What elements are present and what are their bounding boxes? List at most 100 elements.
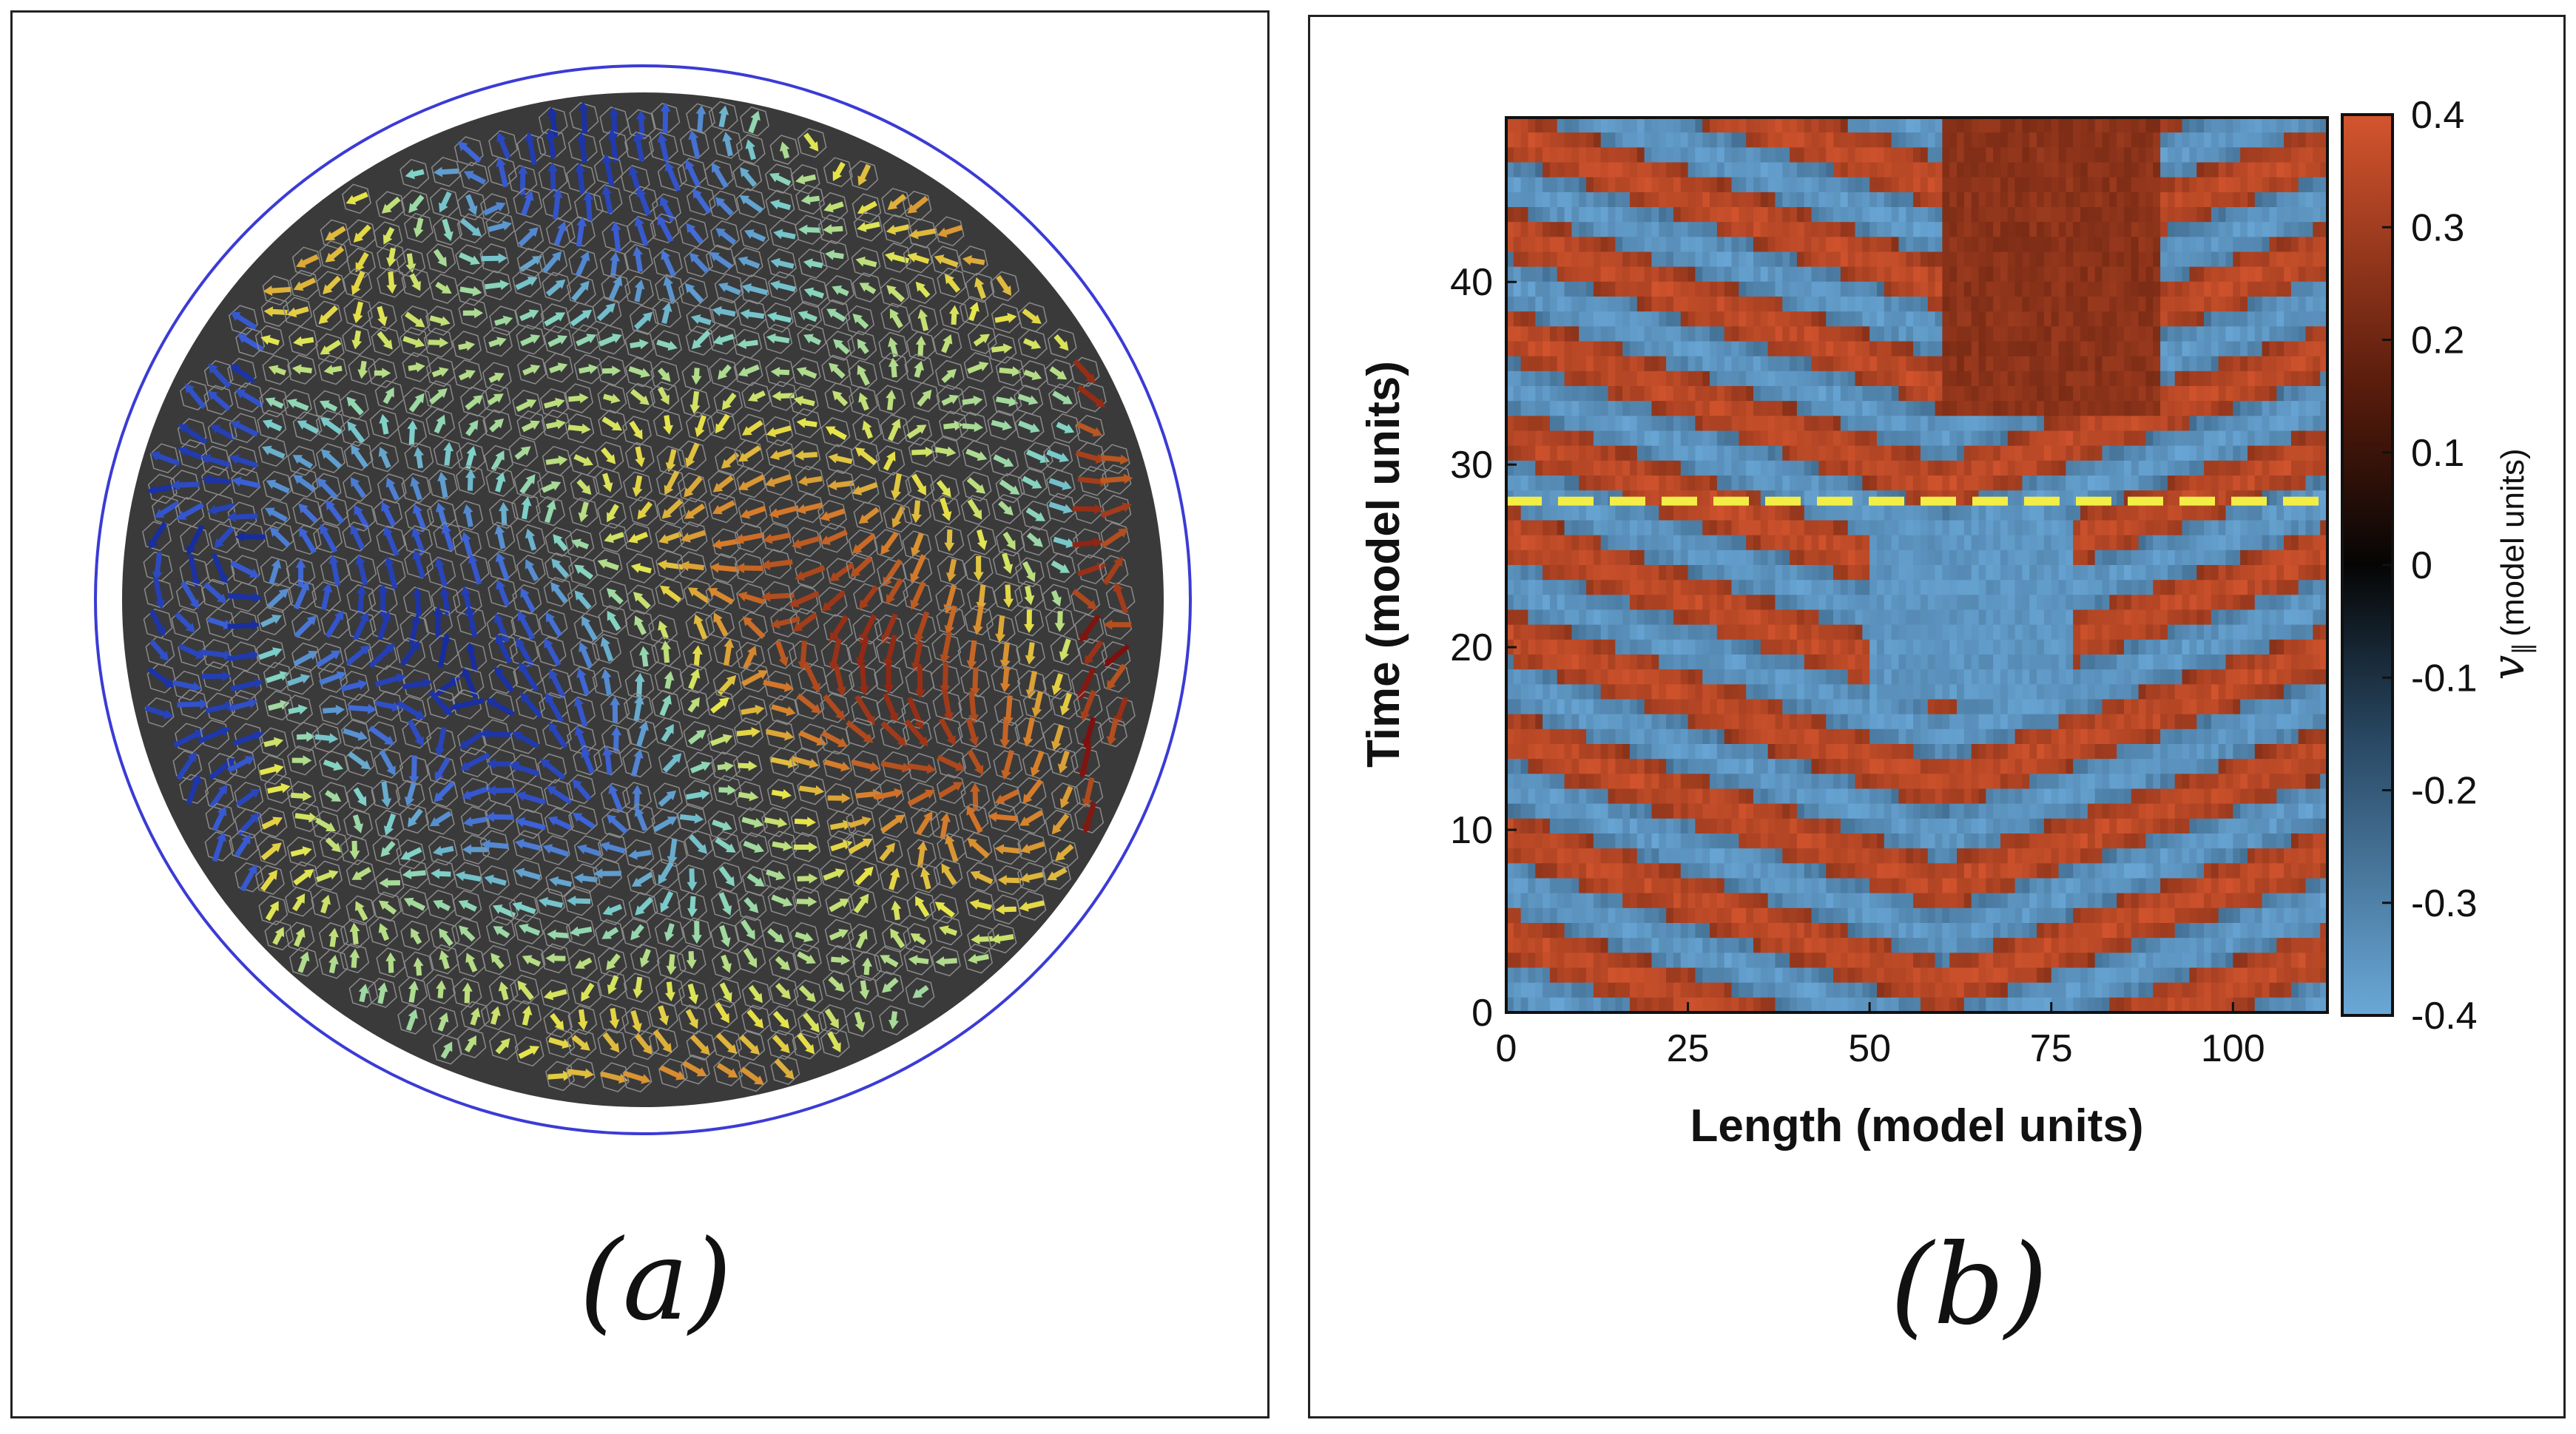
heatmap-cell bbox=[2029, 341, 2037, 357]
heatmap-cell bbox=[1615, 147, 1623, 163]
heatmap-cell bbox=[1608, 297, 1616, 312]
heatmap-cell bbox=[2073, 371, 2081, 387]
voronoi-cell bbox=[451, 917, 482, 948]
heatmap-cell bbox=[2160, 162, 2168, 178]
heatmap-cell bbox=[2022, 311, 2031, 328]
heatmap-cell bbox=[2284, 147, 2292, 163]
voronoi-cell bbox=[934, 216, 965, 247]
heatmap-cell bbox=[1826, 132, 1834, 149]
heatmap-cell bbox=[2290, 237, 2299, 253]
velocity-arrow bbox=[920, 867, 931, 890]
velocity-arrow bbox=[829, 929, 849, 941]
velocity-arrow bbox=[542, 481, 562, 493]
heatmap-cell bbox=[2262, 281, 2270, 297]
heatmap-cell bbox=[2043, 207, 2052, 223]
velocity-arrow bbox=[886, 578, 904, 604]
voronoi-cell bbox=[931, 946, 961, 977]
heatmap-cell bbox=[2204, 118, 2212, 133]
heatmap-cell bbox=[2174, 341, 2183, 357]
velocity-arrow bbox=[461, 532, 473, 557]
heatmap-cell bbox=[2182, 311, 2191, 328]
velocity-arrow bbox=[798, 311, 817, 322]
heatmap-cell bbox=[1571, 311, 1580, 328]
heatmap-cell bbox=[1731, 311, 1740, 328]
velocity-arrow bbox=[766, 869, 786, 881]
voronoi-cell bbox=[825, 275, 855, 305]
voronoi-cell bbox=[1051, 782, 1081, 813]
voronoi-cell bbox=[906, 890, 937, 921]
heatmap-cell bbox=[1564, 401, 1573, 417]
heatmap-cell bbox=[2058, 401, 2067, 417]
heatmap-cell bbox=[1927, 460, 1936, 476]
heatmap-cell bbox=[1746, 237, 1754, 253]
voronoi-cell bbox=[769, 949, 799, 980]
velocity-arrow bbox=[1019, 810, 1044, 826]
velocity-arrow bbox=[405, 1009, 418, 1031]
velocity-arrow bbox=[516, 791, 546, 805]
heatmap-cell bbox=[1767, 356, 1776, 372]
heatmap-cell bbox=[2058, 162, 2067, 178]
heatmap-cell bbox=[1862, 490, 1870, 507]
heatmap-cell bbox=[2102, 251, 2111, 268]
velocity-arrow bbox=[1025, 507, 1046, 521]
voronoi-cell bbox=[792, 943, 822, 974]
heatmap-cell bbox=[1666, 147, 1674, 163]
heatmap-cell bbox=[2305, 430, 2314, 447]
voronoi-cell bbox=[770, 607, 800, 637]
voronoi-cell bbox=[738, 612, 768, 642]
heatmap-cell bbox=[1993, 476, 2001, 491]
velocity-arrow bbox=[581, 748, 595, 774]
heatmap-cell bbox=[1716, 297, 1725, 312]
heatmap-cell bbox=[1957, 416, 1965, 432]
voronoi-cell bbox=[989, 446, 1019, 477]
voronoi-cell bbox=[685, 611, 715, 642]
heatmap-cell bbox=[1826, 326, 1834, 342]
heatmap-cell bbox=[2073, 341, 2081, 357]
heatmap-cell bbox=[1702, 118, 1710, 133]
heatmap-cell bbox=[2160, 430, 2168, 447]
heatmap-cell bbox=[2247, 326, 2256, 342]
heatmap-cell bbox=[1927, 356, 1936, 372]
heatmap-cell bbox=[1891, 386, 1900, 402]
heatmap-cell bbox=[1804, 297, 1813, 312]
heatmap-cell bbox=[1913, 341, 1921, 357]
heatmap-cell bbox=[1986, 237, 1994, 253]
heatmap-cell bbox=[1826, 118, 1834, 133]
heatmap-cell bbox=[2007, 401, 2016, 417]
heatmap-cell bbox=[2051, 297, 2060, 312]
heatmap-cell bbox=[1520, 237, 1529, 253]
heatmap-cell bbox=[2290, 445, 2299, 461]
voronoi-cell bbox=[508, 893, 539, 923]
velocity-arrow bbox=[266, 588, 289, 609]
heatmap-cell bbox=[2058, 192, 2067, 208]
heatmap-cell bbox=[2109, 341, 2117, 357]
heatmap-cell bbox=[2037, 162, 2045, 178]
heatmap-cell bbox=[2305, 297, 2314, 312]
velocity-arrow bbox=[214, 526, 235, 549]
heatmap-cell bbox=[2058, 177, 2067, 193]
voronoi-cell bbox=[345, 782, 376, 813]
voronoi-cell bbox=[820, 417, 851, 447]
velocity-arrow bbox=[631, 871, 653, 887]
voronoi-cell bbox=[713, 387, 744, 418]
heatmap-cell bbox=[2225, 476, 2234, 491]
heatmap-cell bbox=[1760, 505, 1769, 521]
heatmap-cell bbox=[2284, 132, 2292, 149]
heatmap-cell bbox=[1963, 118, 1972, 133]
heatmap-cell bbox=[2320, 356, 2327, 372]
velocity-arrow bbox=[434, 757, 451, 782]
heatmap-cell bbox=[2189, 192, 2197, 208]
heatmap-cell bbox=[1963, 416, 1972, 432]
heatmap-cell bbox=[1557, 505, 1565, 521]
heatmap-cell bbox=[2087, 207, 2096, 223]
heatmap-cell bbox=[2117, 132, 2125, 149]
velocity-arrow bbox=[603, 393, 621, 404]
heatmap-cell bbox=[1963, 266, 1972, 283]
velocity-arrow bbox=[428, 337, 449, 348]
velocity-arrow bbox=[1080, 689, 1096, 721]
heatmap-cell bbox=[2269, 207, 2278, 223]
heatmap-cell bbox=[1796, 460, 1805, 476]
heatmap-cell bbox=[1935, 281, 1943, 297]
voronoi-cell bbox=[399, 158, 430, 189]
heatmap-cell bbox=[2051, 416, 2060, 432]
